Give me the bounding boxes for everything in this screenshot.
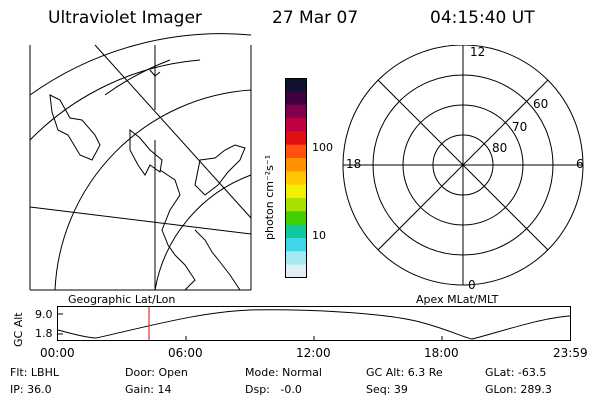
colorbar-swatch — [285, 224, 307, 239]
lon-line — [29, 206, 252, 235]
polar-panel-label: Apex MLat/MLT — [416, 293, 499, 306]
lat-arc — [154, 174, 252, 291]
colorbar-swatch — [285, 251, 307, 266]
colorbar-frame — [285, 78, 307, 278]
status-mode: Mode: Normal — [245, 366, 322, 379]
mlat-label-60: 60 — [533, 97, 549, 111]
colorbar-tick-10: 10 — [312, 229, 326, 242]
altitude-plot-frame — [57, 306, 571, 341]
polar-plot — [342, 45, 584, 286]
status-ip: IP: 36.0 — [10, 383, 52, 396]
status-glat: GLat: -63.5 — [485, 366, 547, 379]
xtick-label-0600: 06:00 — [168, 346, 203, 360]
mlat-label-80: 80 — [492, 141, 508, 155]
coastline — [129, 128, 163, 176]
colorbar-swatch — [285, 264, 307, 278]
mlat-label-70: 70 — [512, 120, 528, 134]
colorbar-swatch — [285, 144, 307, 159]
altitude-ylabel: GC Alt — [12, 312, 25, 347]
date-label: 27 Mar 07 — [272, 8, 359, 28]
status-seq: Seq: 39 — [366, 383, 408, 396]
geo-panel-label: Geographic Lat/Lon — [68, 293, 176, 306]
mlt-line-diagonal — [377, 79, 549, 251]
mlt-label-6: 6 — [576, 157, 584, 171]
mlt-label-12: 12 — [470, 45, 486, 59]
colorbar-swatch — [285, 118, 307, 132]
xtick-label-2359: 23:59 — [553, 346, 588, 360]
lat-arc — [104, 59, 171, 96]
status-gain: Gain: 14 — [125, 383, 172, 396]
coastline — [194, 229, 241, 291]
colorbar-swatch — [285, 91, 307, 106]
colorbar-swatch — [285, 131, 307, 146]
ytick-label-9: 9.0 — [35, 308, 53, 321]
coastline — [49, 94, 101, 161]
status-filter: Flt: LBHL — [10, 366, 59, 379]
coastline — [159, 169, 196, 291]
time-label: 04:15:40 UT — [430, 8, 535, 28]
colorbar-swatch — [285, 104, 307, 119]
colorbar-swatches — [285, 78, 307, 278]
lat-arc — [29, 33, 252, 96]
colorbar-swatch — [285, 78, 307, 92]
lon-line — [94, 44, 252, 219]
colorbar-swatch — [285, 184, 307, 199]
status-gc-alt: GC Alt: 6.3 Re — [366, 366, 443, 379]
colorbar-swatch — [285, 171, 307, 186]
xtick-label-0000: 00:00 — [40, 346, 75, 360]
colorbar-swatch — [285, 158, 307, 172]
altitude-curve — [57, 309, 571, 340]
ytick-label-1.8: 1.8 — [35, 327, 53, 340]
status-dsp: Dsp: -0.0 — [245, 383, 302, 396]
instrument-title: Ultraviolet Imager — [48, 8, 202, 28]
lat-arc — [54, 89, 252, 291]
colorbar — [285, 78, 307, 278]
status-glon: GLon: 289.3 — [485, 383, 552, 396]
xtick-label-1200: 12:00 — [296, 346, 331, 360]
coastline — [194, 144, 246, 196]
colorbar-tick-100: 100 — [312, 141, 333, 154]
status-door: Door: Open — [125, 366, 188, 379]
colorbar-swatch — [285, 238, 307, 252]
coastline — [149, 69, 161, 77]
mlt-label-18: 18 — [346, 157, 362, 171]
colorbar-swatch — [285, 198, 307, 212]
mlt-label-0: 0 — [468, 278, 476, 292]
xtick-label-1800: 18:00 — [424, 346, 459, 360]
colorbar-swatch — [285, 211, 307, 226]
lat-arc — [29, 59, 201, 141]
